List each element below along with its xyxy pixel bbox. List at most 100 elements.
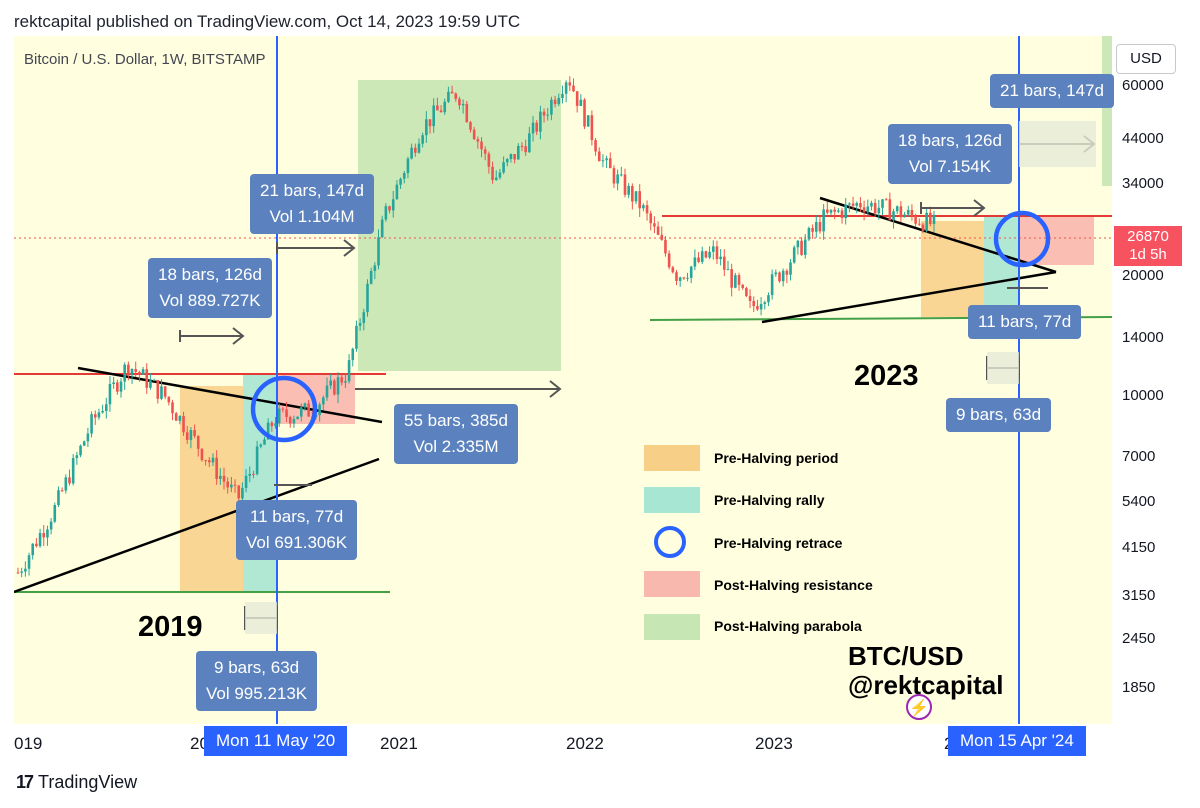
candle-body xyxy=(726,269,730,271)
candle-body xyxy=(395,184,399,200)
candle-body xyxy=(862,207,866,213)
candle-body xyxy=(627,186,630,195)
candle-body xyxy=(631,186,634,202)
measure-box-55bars-2020[interactable]: 55 bars, 385d Vol 2.335M xyxy=(394,404,518,464)
candle-body xyxy=(822,209,825,232)
lightning-icon[interactable]: ⚡ xyxy=(906,694,932,720)
candle-body xyxy=(189,430,193,440)
time-axis[interactable] xyxy=(14,724,1112,762)
legend-label-pre-halving-period: Pre-Halving period xyxy=(714,450,839,466)
legend-label-pre-halving-retrace: Pre-Halving retrace xyxy=(714,535,843,551)
candle-body xyxy=(215,457,218,479)
candle-body xyxy=(870,202,873,207)
candle-body xyxy=(340,377,344,383)
candle-body xyxy=(104,404,108,411)
candle-body xyxy=(149,380,152,388)
candle-body xyxy=(244,475,248,488)
candle-body xyxy=(505,158,509,163)
candle-body xyxy=(866,206,870,213)
measure-box-11bars-2024[interactable]: 11 bars, 77d xyxy=(968,305,1082,339)
candle-body xyxy=(270,422,274,427)
candle-body xyxy=(200,448,204,461)
measure-box-21bars-2020[interactable]: 21 bars, 147d Vol 1.104M xyxy=(250,174,374,234)
candle-body xyxy=(914,215,917,224)
candle-body xyxy=(152,380,156,382)
candle-body xyxy=(785,270,789,275)
measure-box-18bars-2019[interactable]: 18 bars, 126d Vol 889.727K xyxy=(148,258,272,318)
candle-body xyxy=(873,202,877,214)
candle-body xyxy=(79,445,82,456)
candle-body xyxy=(60,490,64,492)
candle-body xyxy=(108,383,112,405)
candle-body xyxy=(299,407,303,417)
measure-box-18bars-2024[interactable]: 18 bars, 126d Vol 7.154K xyxy=(888,124,1012,184)
post-halving-parabola-zone-2024 xyxy=(1102,36,1112,186)
candle-body xyxy=(748,296,752,301)
candle-body xyxy=(844,204,848,219)
candle-body xyxy=(730,269,733,288)
candle-body xyxy=(119,381,123,392)
candle-body xyxy=(656,226,660,235)
price-tick: 34000 xyxy=(1122,175,1164,193)
candle-body xyxy=(899,206,903,218)
candle-body xyxy=(366,283,369,313)
candle-body xyxy=(586,115,590,127)
candle-body xyxy=(130,369,134,376)
candle-body xyxy=(230,484,233,488)
measure-box-21bars-2024[interactable]: 21 bars, 147d xyxy=(990,74,1114,108)
candle-body xyxy=(888,199,892,221)
currency-button[interactable]: USD xyxy=(1116,44,1176,74)
measure-zone-9bars-2024 xyxy=(987,352,1019,384)
candle-body xyxy=(575,91,579,106)
candle-body xyxy=(645,205,649,214)
candle-body xyxy=(583,99,586,127)
candle-body xyxy=(226,481,229,488)
candle-body xyxy=(355,325,358,349)
candle-body xyxy=(447,91,450,102)
measure-box-11bars-2020[interactable]: 11 bars, 77d Vol 691.306K xyxy=(236,500,358,560)
candle-body xyxy=(612,168,616,184)
candle-body xyxy=(704,251,708,258)
candle-body xyxy=(752,300,756,307)
candle-body xyxy=(682,277,686,279)
candle-body xyxy=(336,377,340,395)
candle-body xyxy=(671,267,675,273)
price-scale[interactable] xyxy=(1112,36,1200,724)
candle-body xyxy=(807,228,811,240)
candle-body xyxy=(833,209,836,212)
candle-body xyxy=(903,214,906,218)
candle-body xyxy=(57,490,60,506)
candle-body xyxy=(579,99,583,106)
measure-box-9bars-2024[interactable]: 9 bars, 63d xyxy=(946,398,1052,432)
candle-body xyxy=(708,251,711,258)
tradingview-brand: TradingView xyxy=(38,772,138,792)
candle-body xyxy=(572,85,575,92)
candle-body xyxy=(112,382,115,384)
candle-body xyxy=(719,256,722,260)
candle-body xyxy=(770,274,774,296)
candle-body xyxy=(829,209,833,213)
candle-body xyxy=(185,432,189,440)
current-price-tag: 26870 1d 5h xyxy=(1114,226,1182,266)
candle-body xyxy=(134,369,138,372)
measure-box-9bars-2020[interactable]: 9 bars, 63d Vol 995.213K xyxy=(196,651,318,711)
candle-body xyxy=(895,206,899,212)
x-label-2022: 2022 xyxy=(566,734,604,753)
candle-body xyxy=(193,430,196,436)
candle-body xyxy=(461,103,465,106)
candle-body xyxy=(31,543,35,556)
chart-canvas[interactable] xyxy=(14,36,1112,724)
instrument-label: Bitcoin / U.S. Dollar, 1W, BITSTAMP xyxy=(24,51,266,68)
candle-body xyxy=(664,239,667,254)
pre-halving-period-zone-2024 xyxy=(921,221,984,317)
candle-body xyxy=(68,477,71,484)
candle-body xyxy=(46,529,49,538)
watermark-handle: @rektcapital xyxy=(848,670,1004,700)
candle-body xyxy=(605,158,608,161)
candle-body xyxy=(167,396,171,403)
candle-body xyxy=(494,177,498,180)
tradingview-footer[interactable]: 17 TradingView xyxy=(16,772,137,793)
candle-body xyxy=(35,543,38,547)
candle-body xyxy=(421,135,424,144)
candle-body xyxy=(498,172,502,178)
